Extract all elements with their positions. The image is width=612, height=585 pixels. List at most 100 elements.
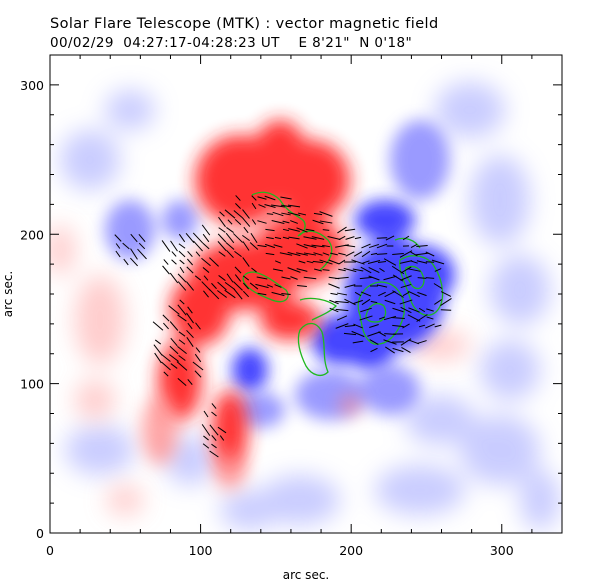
field-vector <box>265 228 275 232</box>
field-vector <box>360 266 372 274</box>
field-vector <box>211 282 217 290</box>
field-vector <box>328 283 340 289</box>
field-vector <box>219 211 225 217</box>
field-vector <box>235 195 241 201</box>
field-vector <box>384 299 396 305</box>
field-vector <box>186 312 194 324</box>
field-vector <box>209 424 219 436</box>
field-vector <box>353 251 363 257</box>
field-vector <box>305 228 315 232</box>
field-vector <box>287 267 301 273</box>
field-vector <box>416 314 428 322</box>
field-vector <box>282 236 290 240</box>
field-vector <box>401 347 411 353</box>
field-vector <box>187 379 193 385</box>
x-tick-label: 0 <box>46 543 54 558</box>
field-vector <box>169 272 179 284</box>
field-vector <box>208 288 220 300</box>
field-vector <box>177 314 187 322</box>
field-vector <box>360 291 372 297</box>
field-vector <box>115 243 121 249</box>
field-vector <box>322 252 330 256</box>
field-vector <box>265 252 275 256</box>
field-vector <box>408 307 420 313</box>
field-vector <box>353 323 363 329</box>
field-vector <box>226 227 234 233</box>
field-vector <box>193 240 203 252</box>
field-vector <box>264 195 276 201</box>
field-vector <box>202 242 210 250</box>
field-vector <box>130 233 138 243</box>
field-vector <box>218 251 226 257</box>
field-vector <box>402 291 410 297</box>
field-vector <box>383 258 397 266</box>
field-vector <box>266 284 274 288</box>
field-vector <box>399 250 413 258</box>
field-vector <box>201 224 211 236</box>
field-vector <box>338 259 346 265</box>
field-vector <box>330 292 338 296</box>
field-vector <box>399 260 413 264</box>
field-vector <box>400 283 412 289</box>
field-vector <box>296 243 308 249</box>
field-vector <box>272 268 284 272</box>
field-vector <box>433 283 443 289</box>
field-vector <box>359 276 373 280</box>
field-vector <box>378 316 386 320</box>
field-vector <box>242 209 250 219</box>
field-vector <box>242 257 250 267</box>
field-vector <box>271 291 285 297</box>
field-vector <box>224 281 236 291</box>
field-vector <box>264 243 276 249</box>
field-vector <box>376 253 388 255</box>
field-vector <box>297 212 307 216</box>
x-tick-label: 200 <box>339 543 363 558</box>
field-vector <box>417 277 427 279</box>
figure-subtitle: 00/02/29 04:27:17-04:28:23 UT E 8'21" N … <box>50 35 413 51</box>
field-vector <box>153 344 163 356</box>
field-vector <box>152 321 164 331</box>
y-tick-label: 300 <box>20 78 44 93</box>
field-vector <box>392 307 404 313</box>
field-vector <box>425 323 435 329</box>
field-vector <box>170 337 178 347</box>
field-vector <box>338 252 346 256</box>
field-vector <box>298 260 306 264</box>
field-vector <box>425 251 435 257</box>
field-vector <box>379 267 385 273</box>
field-vector <box>177 304 187 316</box>
field-vector <box>264 204 276 208</box>
field-vector <box>241 217 251 227</box>
field-vector <box>179 299 185 305</box>
field-vector <box>352 268 364 272</box>
field-vector <box>434 299 442 305</box>
field-vector <box>383 339 397 345</box>
field-vector <box>138 242 146 250</box>
field-vector <box>282 220 290 224</box>
field-vector <box>217 241 227 251</box>
field-vector <box>369 324 379 328</box>
field-vector <box>354 236 362 240</box>
field-vector <box>361 243 371 249</box>
field-vector <box>425 277 435 279</box>
field-vector <box>232 233 244 243</box>
field-vector <box>344 228 356 232</box>
field-vector <box>440 291 452 297</box>
field-vector <box>407 268 421 272</box>
field-vector <box>192 232 204 244</box>
field-vector <box>335 323 349 329</box>
field-vector <box>234 250 242 258</box>
field-vector <box>418 324 426 328</box>
field-vector <box>178 243 186 249</box>
field-vector <box>343 267 357 273</box>
field-vector <box>178 355 186 361</box>
field-vector <box>194 275 202 281</box>
field-vector <box>235 203 241 209</box>
field-vector <box>369 339 379 345</box>
field-vector <box>392 324 404 328</box>
field-vector <box>410 260 418 264</box>
field-vector <box>161 361 171 371</box>
field-vector <box>434 268 442 272</box>
field-vector <box>392 347 404 353</box>
field-vector <box>130 257 138 267</box>
